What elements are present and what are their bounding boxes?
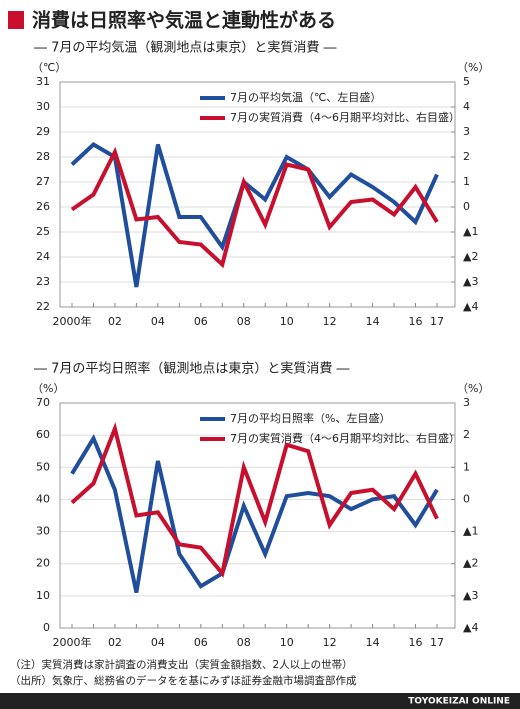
y-axis-unit: （℃）: [32, 61, 66, 74]
series-line: [70, 422, 439, 578]
y2-tick-label: 1: [463, 460, 470, 473]
y2-tick-label: 2: [463, 428, 470, 441]
y-tick-label: 28: [36, 150, 50, 163]
x-tick-label: 2000年: [53, 314, 92, 328]
x-tick-label: 14: [366, 315, 380, 328]
y-tick-label: 23: [36, 275, 50, 288]
legend-label: 7月の実質消費（4～6月期平均対比、右目盛）: [230, 110, 460, 124]
x-tick-label: 02: [108, 636, 122, 649]
y2-tick-label: ▲3: [463, 275, 478, 288]
x-tick-label: 17: [430, 315, 444, 328]
y-tick-label: 30: [36, 525, 50, 538]
y-tick-label: 70: [36, 396, 50, 409]
y2-tick-label: 3: [463, 396, 470, 409]
y-tick-label: 26: [36, 200, 50, 213]
x-tick-label: 10: [280, 315, 294, 328]
plot-frame: [59, 81, 456, 308]
note: （注）実質消費は家計調査の消費支出（実質金額指数、2人以上の世帯）: [10, 658, 353, 671]
y2-tick-label: ▲3: [463, 589, 478, 602]
y-tick-label: 27: [36, 175, 50, 188]
chart-subtitle: ― 7月の平均日照率（観測地点は東京）と実質消費 ―: [34, 361, 350, 377]
y2-tick-label: ▲2: [463, 557, 478, 570]
y2-tick-label: 0: [463, 200, 470, 213]
y2-tick-label: ▲1: [463, 525, 478, 538]
x-tick-label: 16: [409, 315, 423, 328]
y2-tick-label: 3: [463, 125, 470, 138]
x-tick-label: 02: [108, 315, 122, 328]
x-tick-label: 04: [151, 636, 165, 649]
x-tick-label: 10: [280, 636, 294, 649]
x-tick-label: 06: [194, 636, 208, 649]
y2-tick-label: ▲2: [463, 250, 478, 263]
x-tick-label: 04: [151, 315, 165, 328]
series-line: [70, 146, 439, 269]
footer: TOYOKEIZAI ONLINE: [408, 697, 510, 707]
y-tick-label: 60: [36, 428, 50, 441]
y-tick-label: 24: [36, 250, 50, 263]
chart-subtitle: ― 7月の平均気温（観測地点は東京）と実質消費 ―: [34, 40, 337, 56]
y2-tick-label: 5: [463, 75, 470, 88]
x-tick-label: 12: [323, 315, 337, 328]
x-tick-label: 14: [366, 636, 380, 649]
y-tick-label: 50: [36, 460, 50, 473]
series-line: [70, 142, 439, 288]
title-marker: [8, 11, 24, 29]
y2-axis-unit: （%）: [457, 382, 489, 395]
x-tick-label: 06: [194, 315, 208, 328]
source: （出所）気象庁、総務省のデータをを基にみずほ証券金融市場調査部作成: [10, 674, 357, 687]
y-tick-label: 22: [36, 300, 50, 313]
y2-tick-label: 0: [463, 492, 470, 505]
page-title: 消費は日照率や気温と連動性がある: [32, 9, 336, 32]
y-tick-label: 10: [36, 589, 50, 602]
y-tick-label: 29: [36, 125, 50, 138]
x-tick-label: 16: [409, 636, 423, 649]
y-tick-label: 25: [36, 225, 50, 238]
y2-axis-unit: （%）: [457, 61, 489, 74]
y-tick-label: 30: [36, 100, 50, 113]
legend-label: 7月の実質消費（4～6月期平均対比、右目盛）: [230, 431, 460, 445]
x-tick-label: 08: [237, 636, 251, 649]
y-tick-label: 31: [36, 75, 50, 88]
footer-bar: [0, 693, 520, 709]
y2-tick-label: ▲4: [463, 621, 478, 634]
y2-tick-label: 2: [463, 150, 470, 163]
plot-frame: [59, 402, 456, 629]
x-tick-label: 12: [323, 636, 337, 649]
y-axis-unit: （%）: [32, 382, 64, 395]
x-tick-label: 08: [237, 315, 251, 328]
x-tick-label: 17: [430, 636, 444, 649]
y2-tick-label: ▲1: [463, 225, 478, 238]
y-tick-label: 0: [43, 621, 50, 634]
legend-label: 7月の平均気温（℃、左目盛）: [230, 90, 381, 104]
y2-tick-label: 1: [463, 175, 470, 188]
y-tick-label: 40: [36, 492, 50, 505]
series-line: [70, 434, 439, 594]
x-tick-label: 2000年: [53, 635, 92, 649]
y2-tick-label: ▲4: [463, 300, 478, 313]
legend-label: 7月の平均日照率（%、左目盛）: [230, 411, 390, 425]
y2-tick-label: 4: [463, 100, 470, 113]
y-tick-label: 20: [36, 557, 50, 570]
